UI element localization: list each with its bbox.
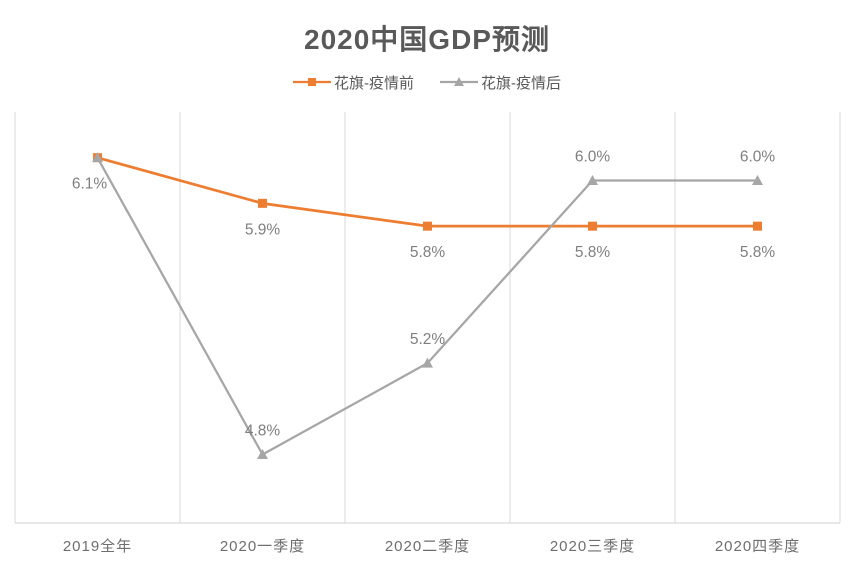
data-label-2-4: 6.0%: [575, 149, 611, 166]
marker-square-1-2: [258, 198, 267, 208]
marker-square-1-5: [753, 221, 762, 231]
x-axis-label-3: 2020二季度: [385, 538, 470, 555]
legend-label-2: 花旗-疫情后: [481, 74, 561, 92]
marker-triangle-2-5: [752, 175, 763, 185]
legend-item-1: 花旗-疫情前: [293, 72, 414, 93]
data-label-1-4: 5.8%: [575, 244, 611, 261]
x-axis-label-1: 2019全年: [63, 537, 132, 555]
legend-item-2: 花旗-疫情后: [440, 72, 561, 93]
series-line-2: [96, 157, 758, 456]
marker-triangle-2-2: [257, 449, 268, 459]
series-line-1: [97, 156, 758, 228]
legend: 花旗-疫情前 花旗-疫情后: [0, 71, 854, 93]
data-label-1-5: 5.8%: [740, 244, 776, 261]
data-label-1-1: 6.1%: [72, 176, 108, 193]
x-axis-label-5: 2020四季度: [715, 538, 800, 555]
marker-triangle-2-3: [422, 357, 433, 368]
data-label-1-3: 5.8%: [410, 244, 446, 261]
x-axis-label-4: 2020三季度: [550, 538, 635, 555]
data-label-2-5: 6.0%: [740, 149, 776, 166]
marker-square-1-4: [588, 221, 597, 231]
x-axis-label-2: 2020一季度: [220, 538, 305, 555]
marker-triangle-2-1: [92, 152, 103, 163]
data-label-2-2: 4.8%: [245, 423, 281, 440]
legend-label-1: 花旗-疫情前: [334, 74, 414, 92]
chart-title: 2020中国GDP预测: [304, 24, 550, 55]
data-label-2-3: 5.2%: [410, 331, 446, 348]
data-label-1-2: 5.9%: [245, 221, 281, 238]
marker-square-1-3: [423, 221, 432, 231]
marker-triangle-2-4: [587, 175, 598, 185]
legend-triangle-marker-icon: [440, 77, 478, 86]
legend-square-marker-icon: [293, 78, 331, 86]
